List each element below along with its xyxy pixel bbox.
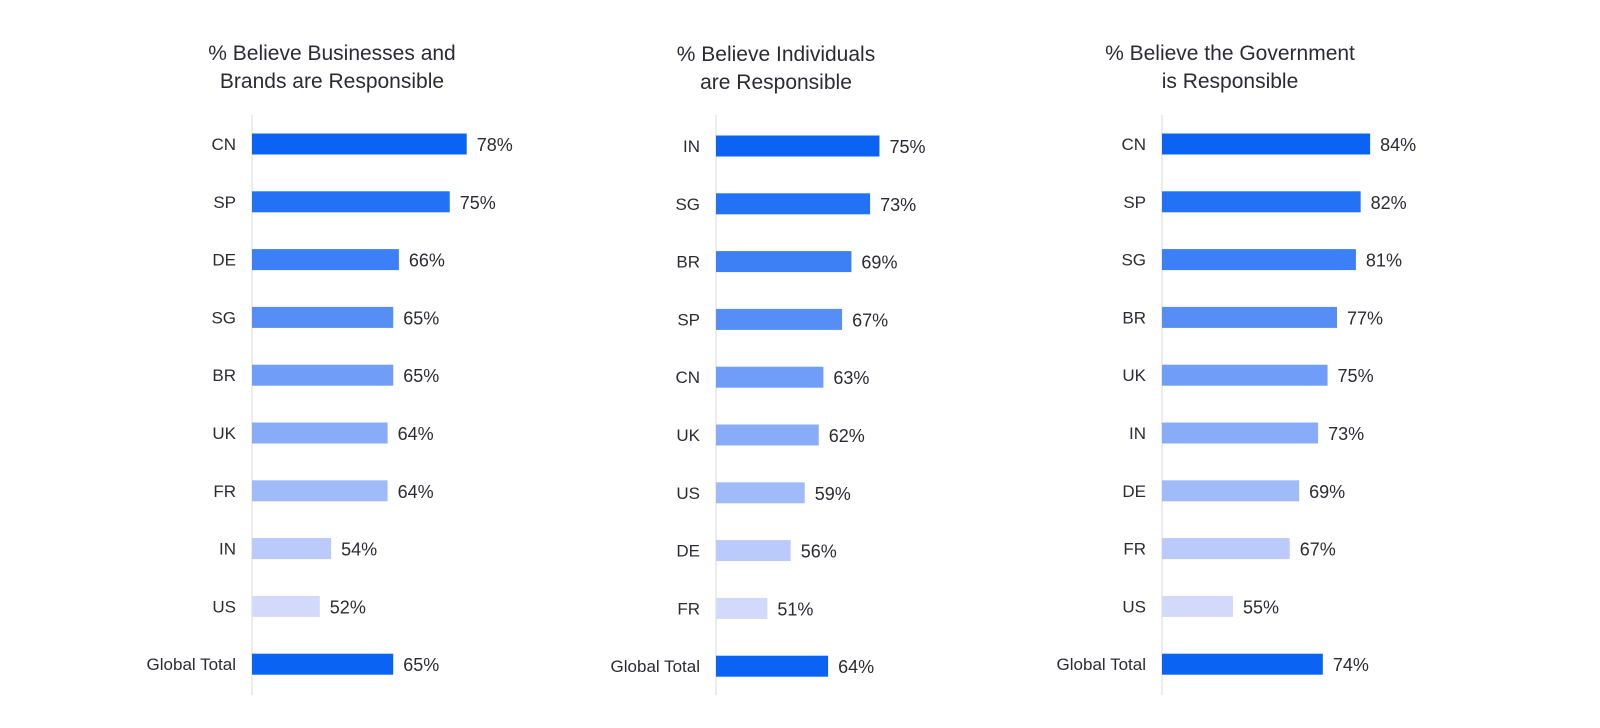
category-label: IN — [219, 540, 236, 559]
chart-title-line: are Responsible — [700, 71, 852, 94]
category-label: CN — [675, 368, 700, 387]
value-label: 77% — [1347, 308, 1383, 328]
chart-title-line: Brands are Responsible — [220, 70, 444, 93]
bar-fr — [716, 598, 767, 619]
category-label: FR — [1123, 540, 1146, 559]
category-label: DE — [212, 251, 236, 270]
bar-sp — [716, 309, 842, 330]
chart-title-line: is Responsible — [1162, 70, 1299, 93]
category-label: FR — [677, 599, 700, 618]
value-label: 78% — [477, 135, 513, 155]
bar-sg — [252, 307, 393, 328]
bar-in — [1162, 423, 1318, 444]
value-label: 82% — [1371, 193, 1407, 213]
category-label: CN — [211, 135, 236, 154]
bar-sg — [1162, 249, 1356, 270]
bar-sp — [1162, 191, 1361, 212]
value-label: 65% — [403, 366, 439, 386]
category-label: US — [676, 484, 700, 503]
value-label: 52% — [330, 597, 366, 617]
value-label: 69% — [861, 253, 897, 273]
category-label: IN — [683, 137, 700, 156]
category-label: UK — [676, 426, 700, 445]
value-label: 69% — [1309, 482, 1345, 502]
value-label: 63% — [833, 368, 869, 388]
category-label: SG — [675, 195, 700, 214]
bar-global-total — [716, 656, 828, 677]
bar-de — [1162, 480, 1299, 501]
value-label: 64% — [398, 482, 434, 502]
bar-sg — [716, 193, 870, 214]
category-label: UK — [212, 424, 236, 443]
bar-cn — [1162, 134, 1370, 155]
value-label: 75% — [889, 137, 925, 157]
value-label: 74% — [1333, 655, 1369, 675]
category-label: FR — [213, 482, 236, 501]
bar-fr — [252, 480, 388, 501]
category-label: IN — [1129, 424, 1146, 443]
bar-us — [252, 596, 320, 617]
bar-cn — [716, 367, 823, 388]
value-label: 56% — [801, 542, 837, 562]
bar-us — [716, 482, 805, 503]
category-label: Global Total — [1057, 655, 1146, 674]
bar-uk — [1162, 365, 1328, 386]
bar-br — [716, 251, 851, 272]
bar-in — [716, 136, 879, 157]
value-label: 55% — [1243, 597, 1279, 617]
value-label: 75% — [1338, 366, 1374, 386]
chart-title-line: % Believe Individuals — [677, 43, 875, 66]
bar-global-total — [1162, 654, 1323, 675]
bar-cn — [252, 134, 467, 155]
value-label: 67% — [852, 310, 888, 330]
chart-title-line: % Believe the Government — [1105, 42, 1355, 65]
value-label: 65% — [403, 308, 439, 328]
value-label: 59% — [815, 484, 851, 504]
value-label: 51% — [777, 599, 813, 619]
category-label: BR — [676, 253, 700, 272]
value-label: 54% — [341, 540, 377, 560]
category-label: Global Total — [611, 657, 700, 676]
category-label: CN — [1121, 135, 1146, 154]
bar-de — [252, 249, 399, 270]
chart-stage: % Believe Businesses and Brands are Respo… — [0, 0, 1600, 728]
category-label: DE — [676, 542, 700, 561]
bar-br — [1162, 307, 1337, 328]
bar-br — [252, 365, 393, 386]
category-label: BR — [212, 366, 236, 385]
value-label: 64% — [398, 424, 434, 444]
category-label: SG — [211, 308, 236, 327]
value-label: 62% — [829, 426, 865, 446]
category-label: US — [1122, 597, 1146, 616]
value-label: 66% — [409, 251, 445, 271]
category-label: SG — [1121, 251, 1146, 270]
bar-charts-svg: % Believe Businesses and Brands are Respo… — [0, 0, 1600, 728]
category-label: Global Total — [147, 655, 236, 674]
value-label: 65% — [403, 655, 439, 675]
bar-de — [716, 540, 791, 561]
bar-global-total — [252, 654, 393, 675]
value-label: 67% — [1300, 540, 1336, 560]
bar-uk — [716, 425, 819, 446]
category-label: SP — [1123, 193, 1146, 212]
category-label: SP — [677, 310, 700, 329]
value-label: 81% — [1366, 251, 1402, 271]
category-label: DE — [1122, 482, 1146, 501]
value-label: 73% — [1328, 424, 1364, 444]
category-label: US — [212, 597, 236, 616]
category-label: SP — [213, 193, 236, 212]
value-label: 73% — [880, 195, 916, 215]
value-label: 64% — [838, 657, 874, 677]
category-label: UK — [1122, 366, 1146, 385]
category-label: BR — [1122, 308, 1146, 327]
value-label: 84% — [1380, 135, 1416, 155]
bar-uk — [252, 423, 388, 444]
bar-sp — [252, 191, 450, 212]
bar-fr — [1162, 538, 1290, 559]
bar-us — [1162, 596, 1233, 617]
chart-title-line: % Believe Businesses and — [208, 42, 455, 65]
bar-in — [252, 538, 331, 559]
value-label: 75% — [460, 193, 496, 213]
